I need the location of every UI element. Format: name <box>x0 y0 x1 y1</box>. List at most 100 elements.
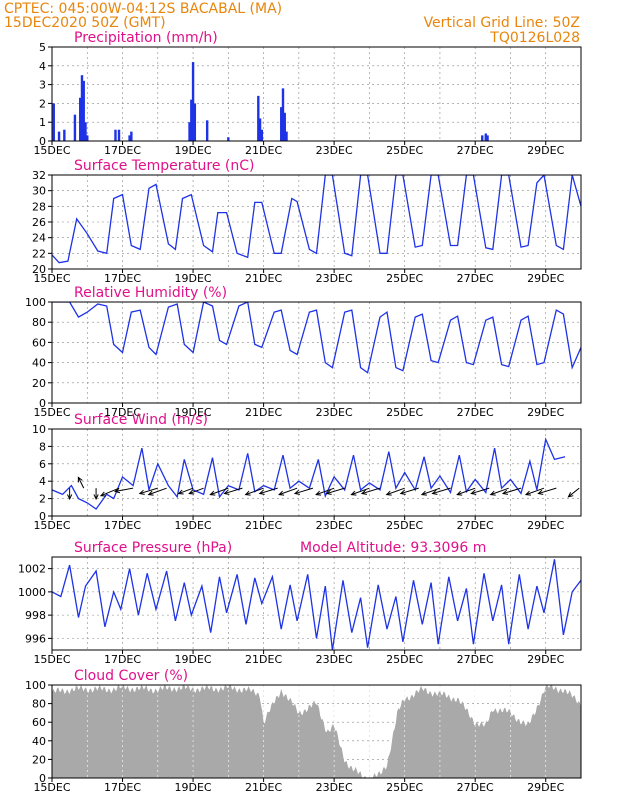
y-tick-label: 20 <box>32 753 46 766</box>
x-tick-label: 15DEC <box>33 781 70 794</box>
x-tick-label: 25DEC <box>386 406 423 419</box>
y-tick-label: 24 <box>32 232 46 245</box>
wind-arrow-head <box>113 488 121 494</box>
precip-bar <box>205 120 209 141</box>
panel-cloud-cover: 0 20 40 60 80 100 15DEC 17DEC 19DEC 21DEC 23DEC 25D… <box>25 668 582 794</box>
y-tick-label: 4 <box>39 60 46 73</box>
precip-bar <box>283 112 286 141</box>
precip-bar <box>190 99 193 141</box>
wind-arrow <box>421 487 441 496</box>
wind-arrow <box>210 487 229 496</box>
precip-bar <box>79 97 82 141</box>
y-tick-label: 2 <box>39 493 46 506</box>
x-tick-label: 19DEC <box>175 406 212 419</box>
wind-arrow <box>115 487 134 492</box>
x-tick-label: 27DEC <box>457 272 494 285</box>
x-tick-label: 15DEC <box>33 653 70 666</box>
wind-arrow <box>502 487 522 495</box>
panel-frame <box>51 556 582 651</box>
x-tick-label: 27DEC <box>457 144 494 157</box>
precip-bar <box>52 103 55 141</box>
wind-arrow <box>148 487 167 496</box>
wind-arrow-head <box>456 490 463 496</box>
wind-arrow-head <box>325 489 332 495</box>
wind-arrow <box>294 487 314 495</box>
wind-arrow-head <box>147 490 154 496</box>
precip-bar <box>281 88 285 141</box>
wind-arrow <box>568 487 580 498</box>
x-tick-label: 17DEC <box>104 653 141 666</box>
x-tick-label: 29DEC <box>527 144 564 157</box>
panel-pressure: 996 998 1000 1002 15DEC 17DEC 19DEC 21DEC 23DEC 2… <box>18 540 582 666</box>
y-tick-label: 1 <box>39 116 46 129</box>
precip-bar <box>193 103 197 141</box>
wind-arrow <box>525 487 545 496</box>
header-location: CPTEC: 045:00W-04:12S BACABAL (MA) <box>4 1 282 17</box>
wind-arrow-head <box>470 489 477 495</box>
precip-bar <box>117 129 121 141</box>
panel-title: Surface Pressure (hPa) <box>74 540 232 556</box>
wind-arrow <box>538 487 557 495</box>
wind-arrow <box>259 487 278 495</box>
x-tick-label: 21DEC <box>245 272 282 285</box>
x-tick-label: 23DEC <box>316 781 353 794</box>
y-tick-label: 20 <box>32 263 46 276</box>
y-tick-label: 100 <box>25 296 46 309</box>
y-tick-label: 0 <box>39 772 46 785</box>
wind-arrow-head <box>99 491 107 497</box>
x-tick-label: 27DEC <box>457 653 494 666</box>
y-tick-label: 40 <box>32 735 46 748</box>
x-tick-label: 25DEC <box>386 272 423 285</box>
precip-bar <box>280 107 283 141</box>
precip-bar <box>128 135 131 141</box>
header-date: 15DEC2020 50Z (GMT) <box>4 15 166 31</box>
x-tick-label: 25DEC <box>386 653 423 666</box>
series-line <box>52 175 581 264</box>
y-tick-label: 8 <box>39 440 46 453</box>
plot-area <box>52 62 489 141</box>
y-tick-label: 0 <box>39 135 46 148</box>
x-tick-label: 25DEC <box>386 519 423 532</box>
x-tick-label: 23DEC <box>316 653 353 666</box>
series-line <box>52 302 581 374</box>
wind-arrow <box>471 487 490 495</box>
panel-frame <box>51 684 582 779</box>
panel-title: Surface Wind (m/s) <box>74 412 208 428</box>
x-tick-label: 19DEC <box>175 653 212 666</box>
y-tick-label: 30 <box>32 185 46 198</box>
precip-bar <box>285 131 288 141</box>
x-tick-label: 15DEC <box>33 144 70 157</box>
wind-arrow-head <box>93 494 99 501</box>
precip-bar <box>80 75 84 141</box>
header-grid-line: Vertical Grid Line: 50Z <box>424 15 580 31</box>
wind-arrow-head <box>244 490 251 496</box>
wind-arrow <box>361 487 381 495</box>
wind-arrow-head <box>537 489 544 495</box>
x-tick-label: 21DEC <box>245 406 282 419</box>
wind-arrow <box>490 487 509 496</box>
panel-frame <box>51 174 582 270</box>
y-tick-label: 20 <box>32 377 46 390</box>
panel-title: Relative Humidity (%) <box>74 285 227 301</box>
x-tick-label: 21DEC <box>245 519 282 532</box>
y-tick-label: 10 <box>32 423 46 436</box>
plot-area <box>52 175 581 264</box>
plot-area <box>52 559 581 650</box>
x-tick-label: 29DEC <box>527 406 564 419</box>
x-tick-label: 23DEC <box>316 406 353 419</box>
precip-bar <box>86 135 89 141</box>
precip-bar <box>191 62 195 141</box>
wind-arrow-head <box>258 489 265 495</box>
precip-bar <box>84 122 87 141</box>
x-tick-label: 17DEC <box>104 406 141 419</box>
y-tick-label: 998 <box>25 609 46 622</box>
wind-arrow <box>77 477 85 489</box>
wind-arrow-head <box>385 490 392 496</box>
wind-arrow <box>400 487 419 495</box>
y-tick-label: 5 <box>39 41 46 54</box>
precip-bar <box>130 131 133 141</box>
wind-arrow-head <box>293 489 300 495</box>
panel-title: Cloud Cover (%) <box>74 668 188 684</box>
precip-bar <box>260 129 264 141</box>
y-tick-label: 80 <box>32 316 46 329</box>
